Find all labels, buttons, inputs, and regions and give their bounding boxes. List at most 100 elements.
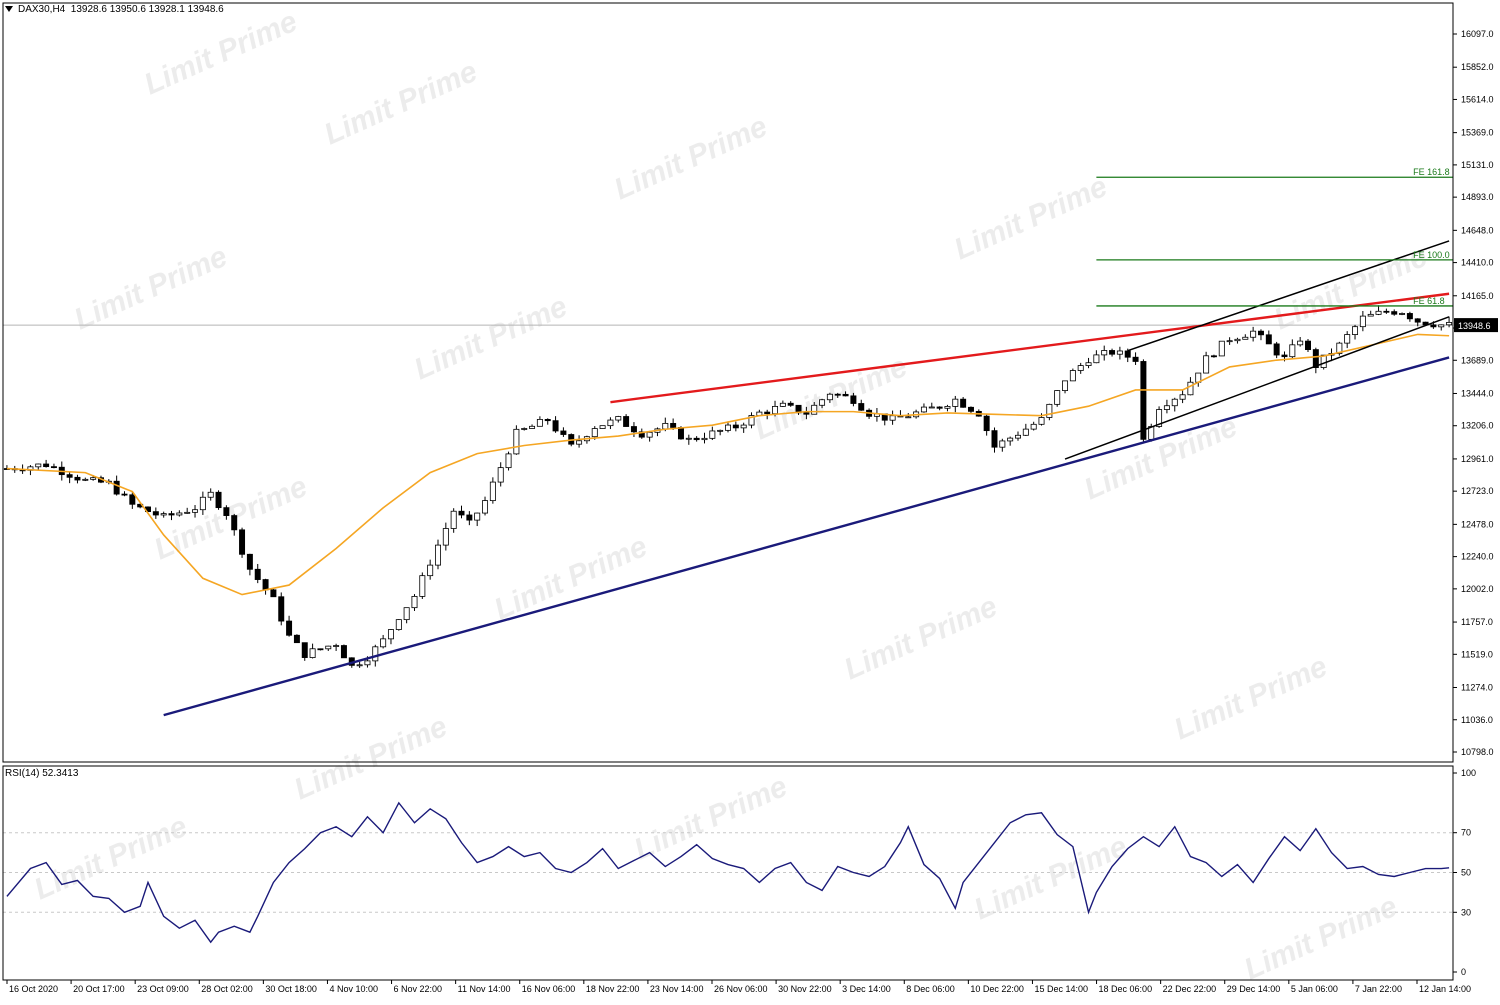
candle-body xyxy=(1414,318,1421,323)
time-axis-label: 29 Dec 14:00 xyxy=(1227,984,1281,994)
fib-level-label: FE 161.8 xyxy=(1413,167,1450,177)
candle-body xyxy=(615,416,622,421)
candle-body xyxy=(207,491,214,498)
candle-body xyxy=(450,510,457,529)
price-axis-label: 12961.0 xyxy=(1461,454,1494,464)
candle-body xyxy=(1054,390,1061,405)
time-axis-label: 18 Nov 22:00 xyxy=(586,984,640,994)
candle-body xyxy=(1265,334,1272,345)
rsi-axis-label: 70 xyxy=(1461,828,1471,838)
time-axis-label: 23 Nov 14:00 xyxy=(650,984,704,994)
watermark-text: Limit Prime xyxy=(1169,650,1332,747)
candle-body xyxy=(1109,350,1116,355)
candle-body xyxy=(732,424,739,429)
price-axis-label: 15614.0 xyxy=(1461,94,1494,104)
candle-body xyxy=(1007,437,1014,442)
candle-body xyxy=(1234,338,1241,342)
candle-body xyxy=(638,431,645,438)
watermark-text: Limit Prime xyxy=(949,170,1112,267)
time-axis-label: 4 Nov 10:00 xyxy=(329,984,378,994)
candle-body xyxy=(740,424,747,429)
candle-body xyxy=(1116,350,1123,355)
candle-body xyxy=(199,496,206,511)
candle-body xyxy=(826,393,833,401)
candle-body xyxy=(317,648,324,651)
candle-body xyxy=(1015,434,1021,439)
candle-body xyxy=(999,440,1006,448)
watermark-text: Limit Prime xyxy=(149,470,312,567)
candle-body xyxy=(1352,326,1359,335)
candle-body xyxy=(1069,370,1076,382)
resistance-trendline xyxy=(610,292,1450,404)
candle-body xyxy=(152,511,159,516)
candle-body xyxy=(333,645,340,647)
time-axis-label: 8 Dec 06:00 xyxy=(906,984,955,994)
rsi-axis-label: 50 xyxy=(1461,868,1471,878)
candle-body xyxy=(623,416,630,427)
candle-body xyxy=(1391,311,1398,315)
candle-body xyxy=(262,579,269,591)
candle-body xyxy=(113,480,120,495)
candle-body xyxy=(1140,361,1147,440)
candle-body xyxy=(685,437,692,440)
candle-body xyxy=(819,399,826,406)
candle-body xyxy=(983,415,990,432)
price-axis-label: 14648.0 xyxy=(1461,225,1494,235)
price-axis-label: 14410.0 xyxy=(1461,258,1494,268)
candle-body xyxy=(435,544,441,566)
candle-body xyxy=(717,429,724,432)
candle-body xyxy=(1218,340,1225,357)
fib-level-label: FE 61.8 xyxy=(1413,296,1445,306)
candle-body xyxy=(1273,343,1280,356)
candle-body xyxy=(630,426,637,433)
candle-body xyxy=(529,425,536,429)
candle-body xyxy=(536,419,543,427)
watermark-text: Limit Prime xyxy=(489,530,652,627)
candle-body xyxy=(1438,324,1445,328)
candle-body xyxy=(192,509,199,513)
watermark-text: Limit Prime xyxy=(609,110,772,207)
time-axis-label: 15 Dec 14:00 xyxy=(1034,984,1088,994)
candle-body xyxy=(701,437,708,441)
main-panel-frame xyxy=(2,2,1454,763)
candle-body xyxy=(944,406,951,409)
watermark-text: Limit Prime xyxy=(1239,890,1402,987)
candle-body xyxy=(387,629,394,640)
watermark-text: Limit Prime xyxy=(409,290,572,387)
candle-body xyxy=(1383,310,1390,313)
symbol-dropdown-icon[interactable] xyxy=(5,6,13,12)
candle-body xyxy=(1085,362,1092,366)
candle-body xyxy=(458,510,465,516)
candle-body xyxy=(223,507,230,516)
candle-body xyxy=(1187,381,1194,396)
candle-body xyxy=(35,463,42,468)
price-axis-label: 12002.0 xyxy=(1461,584,1494,594)
candle-body xyxy=(372,646,379,662)
price-tag xyxy=(1454,318,1498,333)
candle-body xyxy=(905,416,912,419)
candle-body xyxy=(74,476,81,481)
price-axis-label: 12723.0 xyxy=(1461,486,1494,496)
price-axis-label: 13444.0 xyxy=(1461,388,1494,398)
candle-body xyxy=(1156,409,1163,427)
price-axis-label: 11757.0 xyxy=(1461,617,1493,627)
candle-body xyxy=(552,420,559,432)
time-axis-label: 5 Jan 06:00 xyxy=(1291,984,1338,994)
time-axis-label: 26 Nov 06:00 xyxy=(714,984,768,994)
candle-body xyxy=(1163,405,1170,410)
candle-body xyxy=(160,513,167,516)
support-trendline xyxy=(163,356,1450,717)
watermark-text: Limit Prime xyxy=(139,5,302,102)
candle-body xyxy=(858,403,865,411)
watermark-text: Limit Prime xyxy=(69,240,232,337)
candle-body xyxy=(66,474,73,478)
price-axis-label: 12240.0 xyxy=(1461,552,1494,562)
candle-body xyxy=(278,596,285,622)
candle-body xyxy=(772,406,779,415)
time-axis-label: 22 Dec 22:00 xyxy=(1163,984,1217,994)
candle-body xyxy=(395,619,402,630)
watermark-text: Limit Prime xyxy=(319,55,482,152)
candle-body xyxy=(1093,354,1100,364)
candle-body xyxy=(1406,313,1413,320)
rsi-axis-label: 30 xyxy=(1461,907,1471,917)
